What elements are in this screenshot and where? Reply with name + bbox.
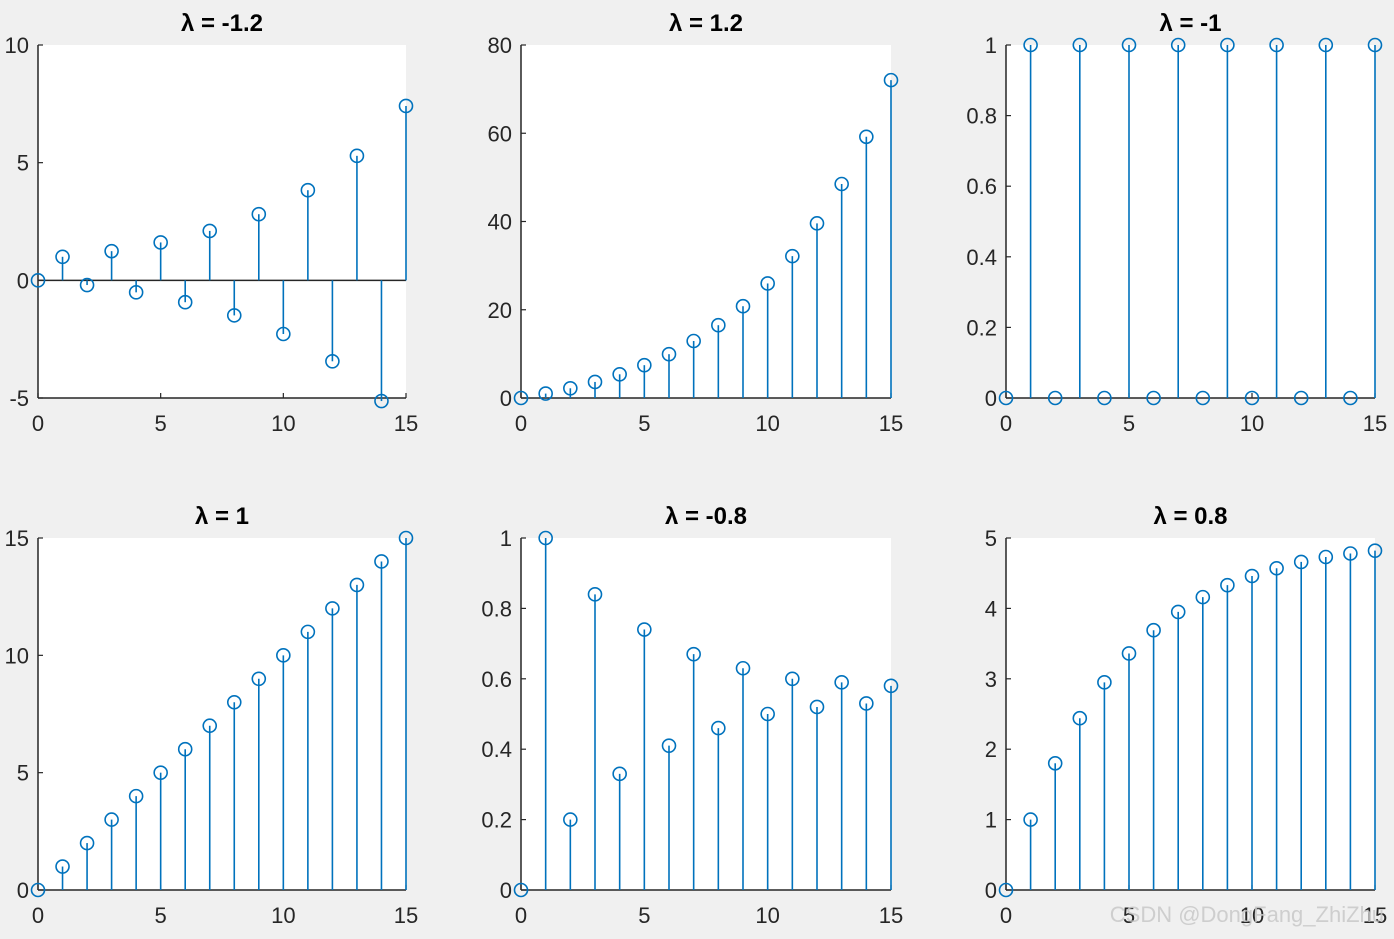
plot-area xyxy=(1006,538,1375,890)
y-tick-label: 0.6 xyxy=(481,667,512,692)
plot-area xyxy=(38,538,406,890)
y-tick-label: 0.4 xyxy=(481,737,512,762)
x-tick-label: 0 xyxy=(515,903,527,928)
y-tick-label: 80 xyxy=(488,33,512,58)
plot-area xyxy=(521,45,891,398)
y-tick-label: 15 xyxy=(5,526,29,551)
y-tick-label: 0 xyxy=(985,386,997,411)
x-tick-label: 5 xyxy=(155,903,167,928)
y-tick-label: 0.8 xyxy=(966,104,997,129)
plot-area xyxy=(521,538,891,890)
x-tick-label: 10 xyxy=(755,903,779,928)
y-tick-label: 1 xyxy=(500,526,512,551)
x-tick-label: 15 xyxy=(879,903,903,928)
chart-title: λ = 0.8 xyxy=(1153,503,1227,530)
watermark: CSDN @DongFang_ZhiZhu xyxy=(1110,902,1384,928)
y-tick-label: 1 xyxy=(985,808,997,833)
x-tick-label: 15 xyxy=(394,411,418,436)
x-tick-label: 15 xyxy=(879,411,903,436)
y-tick-label: 10 xyxy=(5,643,29,668)
y-tick-label: 0.8 xyxy=(481,596,512,621)
x-tick-label: 10 xyxy=(755,411,779,436)
y-tick-label: 0 xyxy=(500,386,512,411)
subplot-2: 0 5 10 15 0 20 40 60 80 λ = 1.2 xyxy=(488,10,904,436)
subplot-5: 0 5 10 15 0 0.2 0.4 0.6 0.8 1 λ = -0.8 xyxy=(481,503,903,928)
x-tick-label: 5 xyxy=(638,411,650,436)
plot-area xyxy=(1006,45,1375,398)
y-tick-label: 40 xyxy=(488,210,512,235)
x-tick-label: 10 xyxy=(271,903,295,928)
y-tick-label: 10 xyxy=(5,33,29,58)
chart-title: λ = -1.2 xyxy=(181,10,263,37)
x-tick-label: 0 xyxy=(32,411,44,436)
chart-title: λ = 1.2 xyxy=(669,10,743,37)
subplot-4: 0 5 10 15 0 5 10 15 λ = 1 xyxy=(5,503,419,928)
y-tick-label: 0 xyxy=(17,268,29,293)
chart-title: λ = -1 xyxy=(1159,10,1221,37)
x-tick-label: 15 xyxy=(1363,411,1387,436)
x-tick-label: 0 xyxy=(515,411,527,436)
y-tick-label: 4 xyxy=(985,596,997,621)
x-tick-label: 0 xyxy=(1000,411,1012,436)
y-tick-label: 5 xyxy=(17,151,29,176)
x-tick-label: 5 xyxy=(1123,411,1135,436)
y-tick-label: 3 xyxy=(985,667,997,692)
x-tick-label: 0 xyxy=(1000,903,1012,928)
y-tick-label: 0 xyxy=(17,878,29,903)
y-tick-label: 5 xyxy=(985,526,997,551)
chart-title: λ = 1 xyxy=(195,503,249,530)
y-tick-label: 0 xyxy=(985,878,997,903)
y-tick-label: -5 xyxy=(9,386,29,411)
x-tick-label: 5 xyxy=(155,411,167,436)
y-tick-label: 2 xyxy=(985,737,997,762)
x-tick-label: 10 xyxy=(271,411,295,436)
x-tick-label: 5 xyxy=(638,903,650,928)
y-tick-label: 0.2 xyxy=(966,315,997,340)
y-tick-label: 0.2 xyxy=(481,808,512,833)
y-tick-label: 20 xyxy=(488,298,512,323)
y-tick-label: 0.4 xyxy=(966,245,997,270)
y-tick-label: 0.6 xyxy=(966,174,997,199)
x-tick-label: 0 xyxy=(32,903,44,928)
subplot-3: 0 5 10 15 0 0.2 0.4 0.6 0.8 1 λ = -1 xyxy=(966,10,1387,436)
x-tick-label: 15 xyxy=(394,903,418,928)
y-tick-label: 0 xyxy=(500,878,512,903)
plot-area xyxy=(38,45,406,398)
y-tick-label: 1 xyxy=(985,33,997,58)
y-tick-label: 5 xyxy=(17,761,29,786)
x-tick-label: 10 xyxy=(1240,411,1264,436)
y-tick-label: 60 xyxy=(488,121,512,146)
chart-title: λ = -0.8 xyxy=(665,503,747,530)
